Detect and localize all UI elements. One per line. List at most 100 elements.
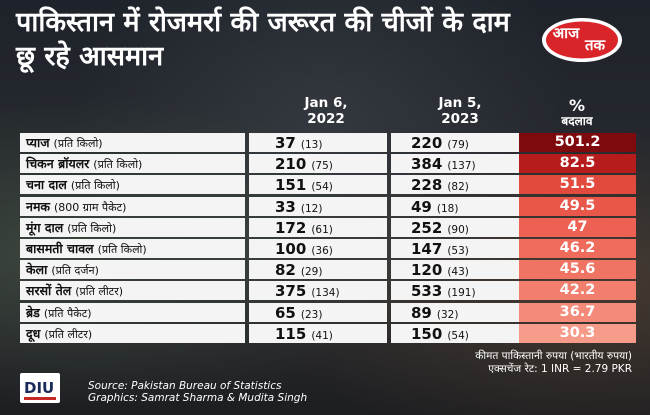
header-col1-line2: 2022 bbox=[307, 111, 345, 127]
diu-logo: DIU bbox=[20, 373, 60, 403]
percent-change-cell: 46.2 bbox=[519, 239, 636, 258]
item-cell: केला (प्रति दर्जन) bbox=[20, 260, 245, 280]
price-2022-cell: 210 (75) bbox=[249, 154, 387, 174]
item-unit: (प्रति किलो) bbox=[70, 179, 120, 193]
percent-label: बदलाव bbox=[561, 114, 593, 128]
price-2022-inr: (134) bbox=[311, 287, 340, 300]
item-cell: चना दाल (प्रति किलो) bbox=[20, 175, 245, 195]
price-2023-pkr: 533 bbox=[411, 282, 443, 301]
price-2023-pkr: 228 bbox=[411, 176, 443, 195]
diu-logo-text: DIU bbox=[24, 379, 55, 397]
percent-change-cell: 82.5 bbox=[519, 154, 636, 174]
percent-change-cell: 36.7 bbox=[519, 302, 636, 322]
price-2022-pkr: 33 bbox=[275, 197, 296, 216]
price-2023-inr: (90) bbox=[447, 223, 469, 236]
price-2023-cell: 252 (90) bbox=[391, 217, 527, 237]
item-unit: (प्रति किलो) bbox=[93, 158, 143, 172]
percent-change-cell: 49.5 bbox=[519, 196, 636, 216]
table-row: केला (प्रति दर्जन) 82 (29) 120 (43) 45.6 bbox=[20, 260, 636, 280]
item-cell: सरसों तेल (प्रति लीटर) bbox=[20, 281, 245, 301]
item-unit: (प्रति किलो) bbox=[97, 243, 147, 256]
percent-symbol: % bbox=[568, 96, 586, 115]
price-2023-inr: (53) bbox=[447, 245, 469, 257]
price-2023-inr: (79) bbox=[447, 139, 469, 151]
logo-text-bottom: तक bbox=[584, 36, 607, 54]
table-row: ब्रेड (प्रति पैकेट) 65 (23) 89 (32) 36.7 bbox=[20, 302, 636, 322]
item-unit: (प्रति पैकेट) bbox=[43, 306, 92, 320]
source-credit: Source: Pakistan Bureau of Statistics bbox=[88, 380, 282, 392]
item-cell: दूध (प्रति लीटर) bbox=[20, 323, 245, 343]
price-2022-cell: 115 (41) bbox=[249, 323, 387, 343]
price-2022-pkr: 65 bbox=[275, 303, 296, 322]
diu-logo-bar bbox=[24, 397, 56, 400]
price-2023-pkr: 120 bbox=[411, 261, 443, 280]
price-2022-inr: (54) bbox=[311, 181, 333, 194]
item-name: नमक bbox=[26, 198, 51, 214]
table-row: चिकन ब्रॉयलर (प्रति किलो) 210 (75) 384 (137) 8… bbox=[20, 154, 636, 174]
header-col1-line1: Jan 6, bbox=[304, 95, 348, 111]
table-row: दूध (प्रति लीटर) 115 (41) 150 (54) 30.3 bbox=[20, 323, 636, 343]
item-cell: ब्रेड (प्रति पैकेट) bbox=[20, 302, 245, 322]
price-2023-pkr: 89 bbox=[411, 303, 432, 322]
item-unit: (प्रति किलो) bbox=[53, 137, 103, 150]
table-row: मूंग दाल (प्रति किलो) 172 (61) 252 (90) 47 bbox=[20, 217, 636, 237]
price-2023-cell: 150 (54) bbox=[391, 323, 527, 343]
price-2022-inr: (61) bbox=[311, 223, 333, 236]
item-cell: प्याज (प्रति किलो) bbox=[20, 133, 245, 152]
table-row: चना दाल (प्रति किलो) 151 (54) 228 (82) 51.5 bbox=[20, 175, 636, 195]
price-2022-pkr: 115 bbox=[275, 324, 307, 343]
currency-note: कीमत पाकिस्तानी रुपया (भारतीय रुपया) bbox=[475, 350, 632, 362]
item-cell: चिकन ब्रॉयलर (प्रति किलो) bbox=[20, 154, 245, 174]
item-name: केला bbox=[26, 262, 48, 278]
price-2022-inr: (36) bbox=[311, 245, 333, 257]
item-cell: मूंग दाल (प्रति किलो) bbox=[20, 217, 245, 237]
header-percent-change: % बदलाव bbox=[518, 97, 636, 129]
aaj-tak-logo: आज तक bbox=[542, 18, 622, 62]
price-2023-pkr: 49 bbox=[411, 197, 432, 216]
exchange-rate-note: एक्सचेंज रेट: 1 INR = 2.79 PKR bbox=[488, 363, 632, 375]
page-title: पाकिस्तान में रोजमर्रा की जरूरत की चीजों… bbox=[16, 7, 510, 72]
price-2023-inr: (82) bbox=[447, 181, 469, 194]
price-2022-pkr: 151 bbox=[275, 176, 307, 195]
item-unit: (प्रति दर्जन) bbox=[51, 264, 99, 278]
header-jan-2022: Jan 6, 2022 bbox=[266, 95, 386, 129]
price-2023-cell: 384 (137) bbox=[391, 154, 527, 174]
header-col2-line2: 2023 bbox=[441, 111, 479, 127]
percent-change-cell: 501.2 bbox=[519, 133, 636, 152]
price-2023-cell: 533 (191) bbox=[391, 281, 527, 301]
table-row: बासमती चावल (प्रति किलो) 100 (36) 147 (53) 46.… bbox=[20, 239, 636, 258]
price-2023-cell: 120 (43) bbox=[391, 260, 527, 280]
item-name: चिकन ब्रॉयलर bbox=[26, 156, 90, 172]
price-2023-pkr: 147 bbox=[411, 240, 443, 258]
price-2023-cell: 220 (79) bbox=[391, 133, 527, 152]
price-2022-pkr: 172 bbox=[275, 218, 307, 237]
price-2023-inr: (54) bbox=[447, 329, 469, 342]
price-2023-pkr: 252 bbox=[411, 218, 443, 237]
price-2022-cell: 375 (134) bbox=[249, 281, 387, 301]
price-2022-inr: (29) bbox=[300, 266, 323, 279]
price-2023-inr: (32) bbox=[436, 308, 459, 321]
price-2022-inr: (13) bbox=[300, 139, 323, 151]
item-cell: बासमती चावल (प्रति किलो) bbox=[20, 239, 245, 258]
price-2022-cell: 172 (61) bbox=[249, 217, 387, 237]
item-unit: (प्रति लीटर) bbox=[44, 327, 93, 341]
item-name: सरसों तेल bbox=[26, 283, 72, 299]
price-2023-pkr: 384 bbox=[411, 155, 443, 174]
price-2022-cell: 100 (36) bbox=[249, 239, 387, 258]
price-2023-cell: 147 (53) bbox=[391, 239, 527, 258]
price-2022-pkr: 100 bbox=[275, 240, 307, 258]
price-2023-inr: (137) bbox=[447, 160, 476, 173]
price-2023-inr: (43) bbox=[447, 266, 469, 279]
item-cell: नमक (800 ग्राम पैकेट) bbox=[20, 196, 245, 216]
percent-change-cell: 42.2 bbox=[519, 281, 636, 301]
item-name: प्याज bbox=[26, 135, 50, 150]
item-name: ब्रेड bbox=[26, 304, 40, 320]
price-2022-inr: (75) bbox=[311, 160, 333, 173]
price-2022-pkr: 82 bbox=[275, 261, 296, 280]
item-unit: (प्रति किलो) bbox=[67, 221, 117, 235]
price-2023-cell: 49 (18) bbox=[391, 196, 527, 216]
price-2022-pkr: 210 bbox=[275, 155, 307, 174]
item-unit: (प्रति लीटर) bbox=[75, 285, 124, 299]
price-2023-inr: (18) bbox=[436, 202, 459, 215]
graphics-credit: Graphics: Samrat Sharma & Mudita Singh bbox=[88, 392, 308, 404]
